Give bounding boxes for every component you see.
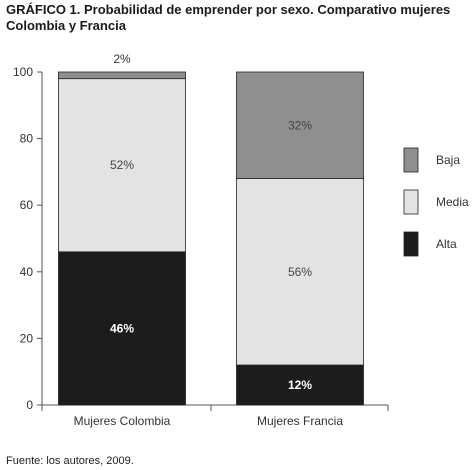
y-tick-label: 40: [20, 265, 34, 279]
y-tick-label: 100: [13, 65, 33, 79]
bar-segment-baja: [236, 71, 364, 179]
data-labels-group: 46% 52% 2% 12% 56% 32%: [110, 52, 312, 392]
legend-label: Media: [436, 195, 469, 209]
bars-group: [58, 71, 364, 406]
legend-label: Alta: [436, 237, 457, 251]
legend-swatch-media: [403, 189, 419, 215]
y-tick-label: 20: [20, 331, 34, 345]
data-label: 46%: [110, 321, 134, 335]
data-label: 32%: [288, 118, 312, 132]
x-category-label: Mujeres Francia: [257, 414, 343, 428]
bar-segment-alta: [58, 251, 186, 406]
bar-segment-baja: [58, 71, 186, 80]
legend-swatch-alta: [403, 231, 419, 257]
data-label: 56%: [288, 265, 312, 279]
data-label: 52%: [110, 158, 134, 172]
bar-segment-media: [236, 178, 364, 366]
bar-segment-media: [58, 78, 186, 253]
legend-label: Baja: [436, 153, 460, 167]
source-note: Fuente: los autores, 2009.: [6, 455, 134, 467]
y-tick-label: 0: [26, 398, 33, 412]
y-tick-label: 60: [20, 198, 34, 212]
y-tick-label: 80: [20, 132, 34, 146]
legend: Baja Media Alta: [403, 147, 469, 257]
legend-swatch-baja: [403, 147, 419, 173]
x-category-label: Mujeres Colombia: [74, 414, 171, 428]
data-label: 2%: [113, 52, 131, 66]
chart-title: GRÁFICO 1. Probabilidad de emprender por…: [6, 2, 451, 33]
data-label: 12%: [288, 378, 312, 392]
